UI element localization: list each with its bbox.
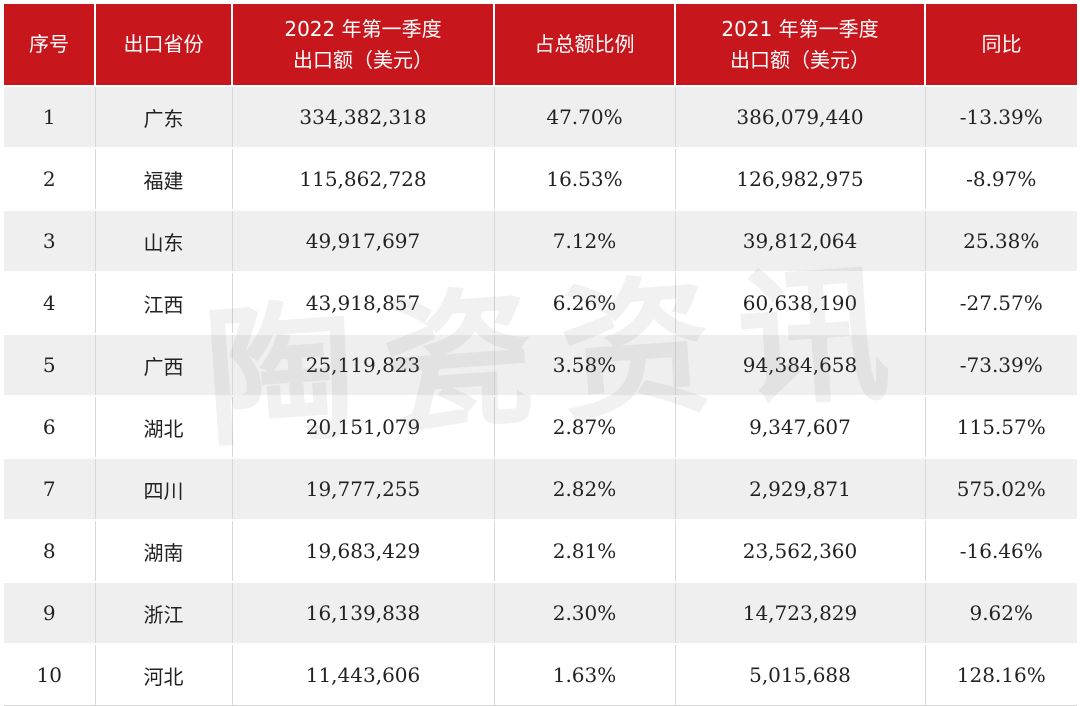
- cell-share: 1.63%: [494, 643, 676, 706]
- cell-export-2022: 43,918,857: [232, 271, 495, 334]
- cell-export-2021: 14,723,829: [675, 581, 926, 644]
- cell-province: 广东: [95, 85, 233, 148]
- cell-export-2021: 23,562,360: [675, 519, 926, 582]
- cell-rank: 4: [4, 271, 96, 334]
- cell-province: 福建: [95, 147, 233, 210]
- cell-rank: 8: [4, 519, 96, 582]
- table-row: 7 四川 19,777,255 2.82% 2,929,871 575.02%: [4, 457, 1077, 520]
- cell-yoy: 25.38%: [925, 209, 1077, 272]
- header-export-2021: 2021 年第一季度 出口额（美元）: [675, 4, 926, 86]
- header-share: 占总额比例: [494, 4, 676, 86]
- cell-rank: 5: [4, 333, 96, 396]
- table-row: 8 湖南 19,683,429 2.81% 23,562,360 -16.46%: [4, 519, 1077, 582]
- header-yoy: 同比: [925, 4, 1077, 86]
- cell-export-2021: 9,347,607: [675, 395, 926, 458]
- cell-province: 四川: [95, 457, 233, 520]
- cell-rank: 3: [4, 209, 96, 272]
- cell-export-2022: 11,443,606: [232, 643, 495, 706]
- cell-export-2022: 115,862,728: [232, 147, 495, 210]
- cell-rank: 2: [4, 147, 96, 210]
- cell-export-2022: 16,139,838: [232, 581, 495, 644]
- cell-export-2022: 49,917,697: [232, 209, 495, 272]
- cell-yoy: -8.97%: [925, 147, 1077, 210]
- header-export-2022: 2022 年第一季度 出口额（美元）: [232, 4, 495, 86]
- table-row: 9 浙江 16,139,838 2.30% 14,723,829 9.62%: [4, 581, 1077, 644]
- cell-rank: 7: [4, 457, 96, 520]
- table-body: 1 广东 334,382,318 47.70% 386,079,440 -13.39% 2 福…: [4, 85, 1077, 706]
- cell-share: 16.53%: [494, 147, 676, 210]
- cell-province: 广西: [95, 333, 233, 396]
- table-row: 2 福建 115,862,728 16.53% 126,982,975 -8.97%: [4, 147, 1077, 210]
- cell-export-2021: 60,638,190: [675, 271, 926, 334]
- cell-share: 6.26%: [494, 271, 676, 334]
- cell-yoy: 128.16%: [925, 643, 1077, 706]
- cell-export-2022: 334,382,318: [232, 85, 495, 148]
- cell-share: 3.58%: [494, 333, 676, 396]
- cell-province: 湖南: [95, 519, 233, 582]
- table-row: 3 山东 49,917,697 7.12% 39,812,064 25.38%: [4, 209, 1077, 272]
- cell-rank: 1: [4, 85, 96, 148]
- cell-rank: 10: [4, 643, 96, 706]
- table-row: 1 广东 334,382,318 47.70% 386,079,440 -13.39%: [4, 85, 1077, 148]
- cell-province: 江西: [95, 271, 233, 334]
- cell-export-2021: 39,812,064: [675, 209, 926, 272]
- cell-export-2021: 94,384,658: [675, 333, 926, 396]
- cell-share: 2.87%: [494, 395, 676, 458]
- cell-yoy: 9.62%: [925, 581, 1077, 644]
- cell-export-2021: 386,079,440: [675, 85, 926, 148]
- table-row: 5 广西 25,119,823 3.58% 94,384,658 -73.39%: [4, 333, 1077, 396]
- cell-export-2021: 5,015,688: [675, 643, 926, 706]
- cell-province: 湖北: [95, 395, 233, 458]
- table-header: 序号 出口省份 2022 年第一季度 出口额（美元） 占总额比例 2021 年第一…: [4, 4, 1077, 86]
- cell-yoy: 115.57%: [925, 395, 1077, 458]
- cell-share: 47.70%: [494, 85, 676, 148]
- cell-province: 河北: [95, 643, 233, 706]
- header-rank: 序号: [4, 4, 96, 86]
- cell-yoy: -73.39%: [925, 333, 1077, 396]
- cell-yoy: 575.02%: [925, 457, 1077, 520]
- cell-share: 2.82%: [494, 457, 676, 520]
- cell-yoy: -13.39%: [925, 85, 1077, 148]
- table-row: 6 湖北 20,151,079 2.87% 9,347,607 115.57%: [4, 395, 1077, 458]
- cell-yoy: -27.57%: [925, 271, 1077, 334]
- cell-export-2021: 126,982,975: [675, 147, 926, 210]
- cell-rank: 6: [4, 395, 96, 458]
- cell-share: 2.81%: [494, 519, 676, 582]
- table-row: 10 河北 11,443,606 1.63% 5,015,688 128.16%: [4, 643, 1077, 706]
- cell-share: 7.12%: [494, 209, 676, 272]
- header-province: 出口省份: [95, 4, 233, 86]
- cell-province: 山东: [95, 209, 233, 272]
- cell-share: 2.30%: [494, 581, 676, 644]
- cell-province: 浙江: [95, 581, 233, 644]
- cell-yoy: -16.46%: [925, 519, 1077, 582]
- cell-rank: 9: [4, 581, 96, 644]
- export-table: 序号 出口省份 2022 年第一季度 出口额（美元） 占总额比例 2021 年第一…: [4, 4, 1077, 706]
- cell-export-2022: 19,777,255: [232, 457, 495, 520]
- cell-export-2022: 19,683,429: [232, 519, 495, 582]
- table-row: 4 江西 43,918,857 6.26% 60,638,190 -27.57%: [4, 271, 1077, 334]
- cell-export-2021: 2,929,871: [675, 457, 926, 520]
- cell-export-2022: 20,151,079: [232, 395, 495, 458]
- cell-export-2022: 25,119,823: [232, 333, 495, 396]
